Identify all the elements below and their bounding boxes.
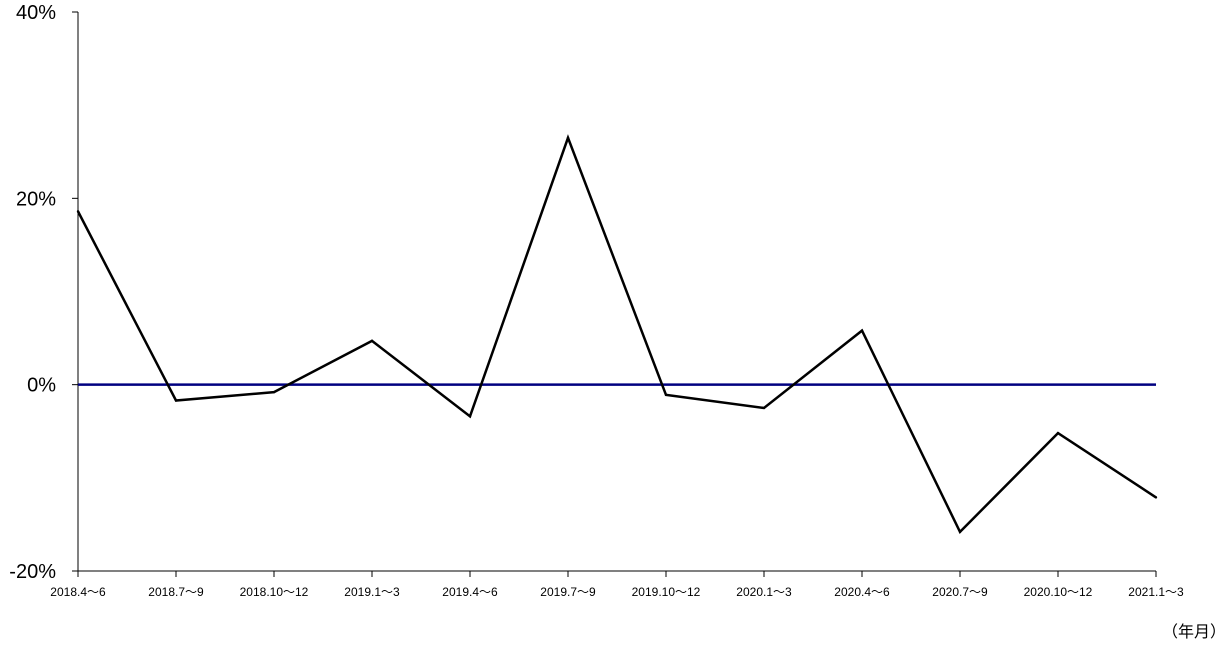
x-tick-label: 2020.4～6: [834, 585, 890, 599]
data-point: [958, 530, 962, 534]
y-tick-label: 40%: [16, 2, 56, 24]
y-tick-label: -20%: [9, 561, 56, 583]
y-tick-labels: -20% 0% 20% 40%: [9, 2, 56, 583]
x-tick-label: 2020.7～9: [932, 585, 988, 599]
data-point: [370, 339, 374, 343]
data-point: [468, 415, 472, 418]
data-point: [174, 399, 178, 402]
x-tick-label: 2019.1～3: [344, 585, 400, 599]
x-unit-label: （年月）: [1162, 623, 1226, 641]
x-tick-label: 2021.1～3: [1128, 585, 1184, 599]
data-point: [860, 329, 864, 332]
data-point: [664, 393, 668, 397]
series-group: [76, 134, 1158, 535]
y-tick-label: 0%: [27, 375, 56, 397]
x-tick-labels: 2018.4～6 2018.7～9 2018.10～12 2019.1～3 2019.4…: [50, 585, 1184, 599]
x-tick-label: 2018.10～12: [240, 585, 309, 599]
x-tick-label: 2020.1～3: [736, 585, 792, 599]
data-point: [272, 390, 276, 394]
data-point: [1056, 431, 1060, 435]
x-tick-label: 2019.7～9: [540, 585, 596, 599]
x-tick-label: 2018.4～6: [50, 585, 106, 599]
data-point: [566, 136, 570, 139]
data-point: [1154, 496, 1158, 499]
axes: [72, 11, 1157, 577]
x-tick-label: 2019.4～6: [442, 585, 498, 599]
series-line: [76, 134, 1157, 535]
y-tick-label: 20%: [16, 188, 56, 210]
x-tick-label: 2020.10～12: [1024, 585, 1093, 599]
data-point: [76, 210, 80, 213]
x-tick-label: 2019.10～12: [632, 585, 701, 599]
data-point: [762, 406, 766, 410]
x-tick-label: 2018.7～9: [148, 585, 204, 599]
